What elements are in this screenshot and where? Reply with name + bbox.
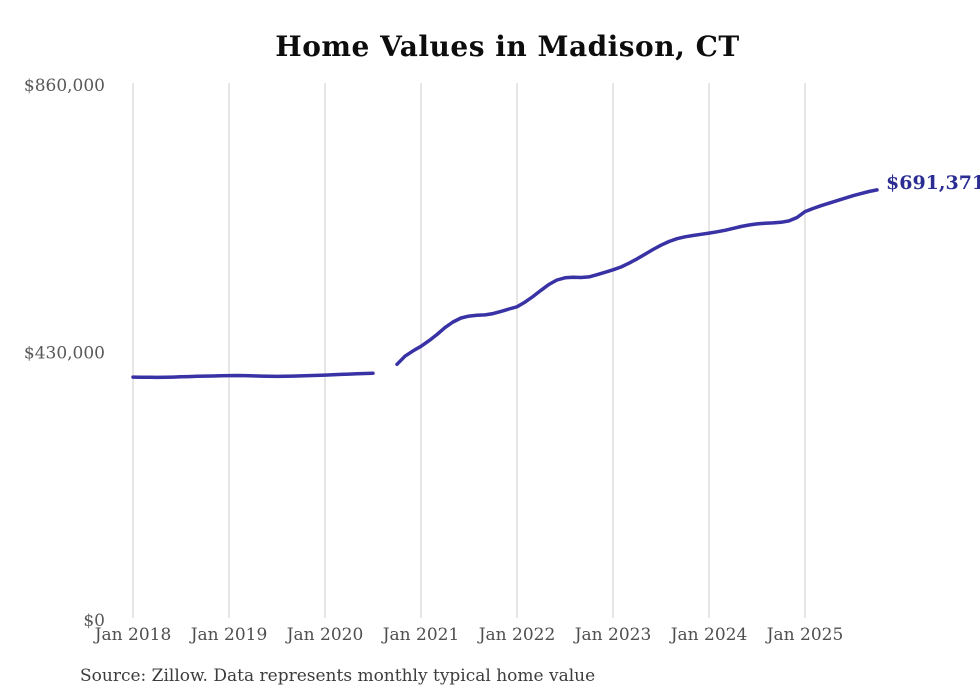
x-tick-label: Jan 2023 bbox=[573, 625, 652, 645]
x-tick-label: Jan 2022 bbox=[477, 625, 556, 645]
x-tick-label: Jan 2020 bbox=[285, 625, 364, 645]
x-tick-label: Jan 2018 bbox=[93, 625, 172, 645]
y-tick-label: $860,000 bbox=[24, 76, 105, 96]
x-tick-label: Jan 2025 bbox=[765, 625, 844, 645]
y-tick-label: $430,000 bbox=[24, 344, 105, 364]
y-tick-label: $0 bbox=[83, 611, 105, 631]
x-tick-label: Jan 2024 bbox=[669, 625, 748, 645]
x-tick-label: Jan 2019 bbox=[189, 625, 268, 645]
home-value-series-line bbox=[131, 188, 879, 380]
chart-title: Home Values in Madison, CT bbox=[275, 30, 740, 63]
x-tick-label: Jan 2021 bbox=[381, 625, 460, 645]
latest-value-label: $691,371 bbox=[886, 172, 980, 194]
source-attribution: Source: Zillow. Data represents monthly … bbox=[80, 666, 596, 686]
